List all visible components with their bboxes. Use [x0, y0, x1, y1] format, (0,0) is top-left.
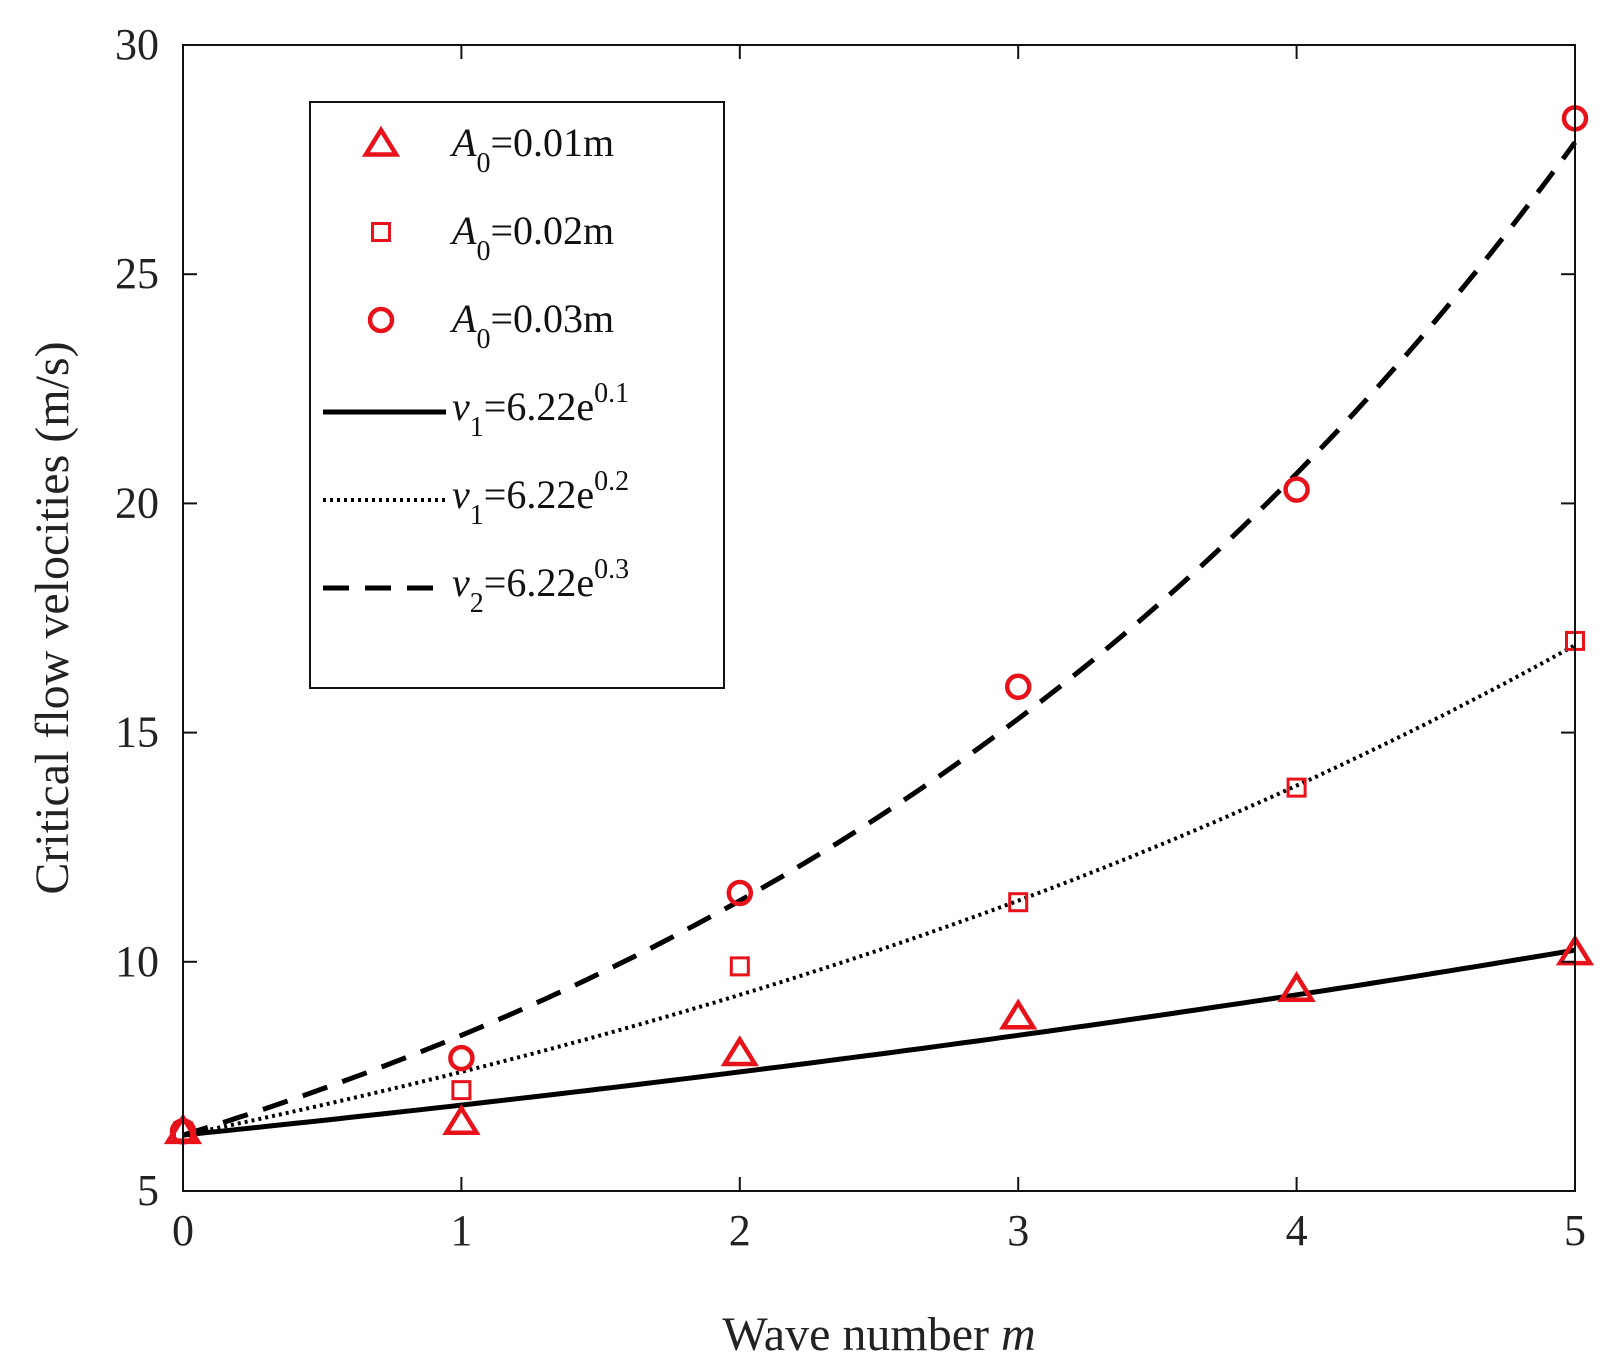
y-tick-label: 10 — [115, 937, 159, 986]
x-tick-label: 5 — [1564, 1206, 1586, 1255]
legend-sup: 0.1 — [594, 378, 629, 409]
x-axis-title-text: Wave number — [722, 1308, 989, 1361]
circle-marker — [448, 1044, 475, 1072]
fit-line-4 — [182, 643, 1576, 1138]
square-marker — [451, 1080, 472, 1101]
circle-marker — [726, 879, 754, 907]
square-marker — [1008, 892, 1029, 913]
legend-triangle-marker — [361, 125, 401, 157]
legend-var: v — [452, 384, 470, 429]
fit-line-5 — [182, 140, 1578, 1138]
legend-square-marker — [371, 222, 391, 242]
y-tick-label: 5 — [137, 1166, 159, 1215]
y-tick-label: 15 — [115, 708, 159, 757]
legend-var: v — [452, 472, 470, 517]
triangle-marker — [1277, 971, 1316, 1003]
legend-sub: 1 — [470, 500, 484, 531]
x-tick-label: 1 — [450, 1206, 472, 1255]
x-tick-label: 4 — [1286, 1206, 1308, 1255]
legend-rest: =6.22e — [484, 560, 594, 605]
legend-sup: 0.2 — [594, 466, 629, 497]
y-tick-label: 20 — [115, 478, 159, 527]
x-tick-label: 0 — [172, 1206, 194, 1255]
legend-label: A0=0.01m — [449, 120, 614, 179]
legend-rest: =0.03m — [490, 296, 614, 341]
x-axis-title-var: m — [1001, 1308, 1036, 1361]
legend-rest: =6.22e — [484, 472, 594, 517]
x-tick-label: 3 — [1007, 1206, 1029, 1255]
y-axis-title: Critical flow velocities (m/s) — [26, 341, 79, 894]
circle-marker — [1283, 476, 1310, 503]
legend-label: A0=0.02m — [449, 208, 614, 267]
legend: A0=0.01mA0=0.02mA0=0.03mv1=6.22e0.1v1=6.… — [309, 101, 725, 689]
legend-circle-marker — [367, 306, 395, 334]
x-axis-title: Wave number m — [722, 1308, 1035, 1361]
legend-label: A0=0.03m — [449, 296, 614, 355]
legend-sub: 0 — [476, 236, 490, 267]
data-markers — [163, 105, 1595, 1145]
legend-var: A — [449, 208, 477, 253]
y-tick-label: 30 — [115, 20, 159, 69]
legend-rest: =0.01m — [490, 120, 614, 165]
fit-lines — [182, 140, 1578, 1138]
legend-label: v1=6.22e0.2 — [452, 466, 629, 531]
plot-frame — [182, 44, 1576, 1192]
legend-sub: 2 — [470, 588, 484, 619]
y-tick-label: 25 — [115, 249, 159, 298]
triangle-marker — [999, 998, 1038, 1030]
legend-var: v — [452, 560, 470, 605]
x-tick-label: 2 — [729, 1206, 751, 1255]
legend-rest: =0.02m — [490, 208, 614, 253]
legend-label: v1=6.22e0.1 — [452, 378, 629, 443]
square-marker — [729, 956, 750, 977]
triangle-marker — [720, 1035, 759, 1067]
legend-sub: 1 — [470, 412, 484, 443]
legend-var: A — [449, 120, 477, 165]
circle-marker — [1004, 673, 1032, 701]
legend-label: v2=6.22e0.3 — [452, 554, 629, 619]
triangle-marker — [442, 1103, 481, 1135]
legend-sup: 0.3 — [594, 554, 629, 585]
legend-sub: 0 — [476, 324, 490, 355]
square-marker — [1286, 777, 1307, 798]
axis-ticks — [182, 44, 1576, 1192]
legend-var: A — [449, 296, 477, 341]
fit-line-3 — [182, 947, 1576, 1138]
legend-sub: 0 — [476, 148, 490, 179]
legend-rest: =6.22e — [484, 384, 594, 429]
